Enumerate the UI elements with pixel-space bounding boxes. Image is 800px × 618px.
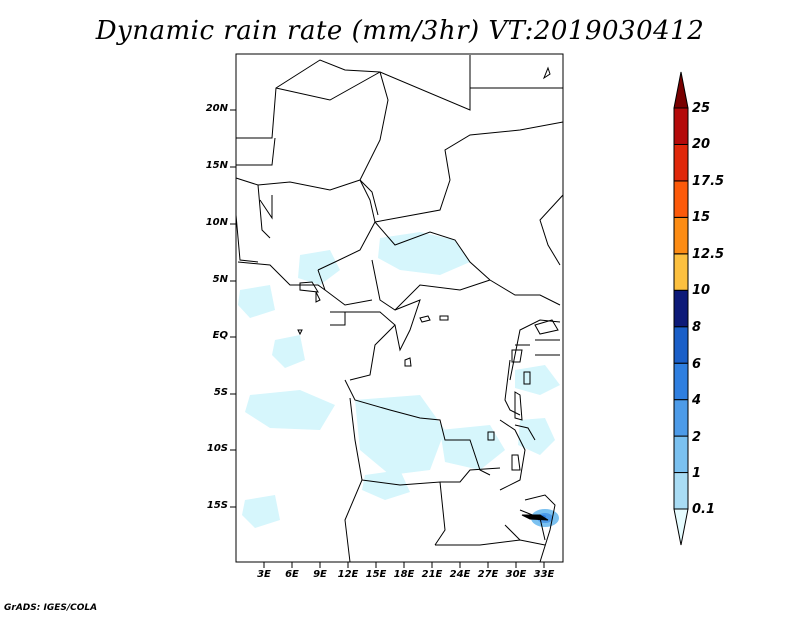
lon-label-15e: 15E [365,569,387,580]
rain-patches [238,232,560,528]
colorbar-bin-2 [673,435,689,474]
lon-label-6e: 6E [285,569,299,580]
colorbar-bin-9 [673,180,689,218]
lon-label-30e: 30E [505,569,527,580]
colorbar-bin-11 [673,107,689,145]
colorbar-label-12-5: 12.5 [692,247,725,262]
lon-label-24e: 24E [449,569,471,580]
country-borders [235,55,564,563]
colorbar-label-17-5: 17.5 [692,174,725,189]
colorbar-bin-5 [673,326,689,364]
lon-label-18e: 18E [393,569,415,580]
colorbar-label-0-1: 0.1 [692,502,716,517]
colorbar-bin-4 [673,362,689,401]
grads-credit: GrADS: IGES/COLA [4,603,98,613]
map-frame [235,53,564,563]
lat-label-5n: 5N [212,274,228,285]
colorbar-bin-0 [673,508,689,546]
colorbar-label-6: 6 [692,357,702,372]
colorbar-label-25: 25 [692,101,711,116]
colorbar-label-4: 4 [692,393,702,408]
lat-label-5s: 5S [213,387,228,398]
lat-label-15n: 15N [205,160,228,171]
colorbar-bin-7 [673,253,689,291]
lon-label-27e: 27E [477,569,499,580]
colorbar-label-10: 10 [692,283,711,298]
colorbar-bin-6 [673,289,689,328]
colorbar-bin-10 [673,143,689,182]
colorbar-bin-1 [673,472,689,510]
lat-label-10n: 10N [205,217,228,228]
lon-label-33e: 33E [533,569,555,580]
colorbar-label-1: 1 [692,466,702,481]
colorbar-bin-12 [673,71,689,109]
colorbar-label-8: 8 [692,320,702,335]
lat-label-10s: 10S [206,443,228,454]
colorbar-label-2: 2 [692,430,702,445]
lat-label-eq: EQ [212,330,228,341]
colorbar-bin-8 [673,216,689,255]
colorbar [673,71,689,546]
lat-ticks [230,109,236,508]
colorbar-bin-3 [673,399,689,437]
lon-label-21e: 21E [421,569,443,580]
colorbar-label-20: 20 [692,137,711,152]
lat-label-20n: 20N [205,103,228,114]
lat-label-15s: 15S [206,500,228,511]
map-title: Dynamic rain rate (mm/3hr) VT:2019030412 [95,16,705,46]
malawi-lake [521,514,549,521]
lon-label-12e: 12E [337,569,359,580]
lon-ticks [263,562,545,568]
lon-label-9e: 9E [313,569,327,580]
lon-label-3e: 3E [257,569,271,580]
colorbar-label-15: 15 [692,210,711,225]
lakes [297,66,559,471]
